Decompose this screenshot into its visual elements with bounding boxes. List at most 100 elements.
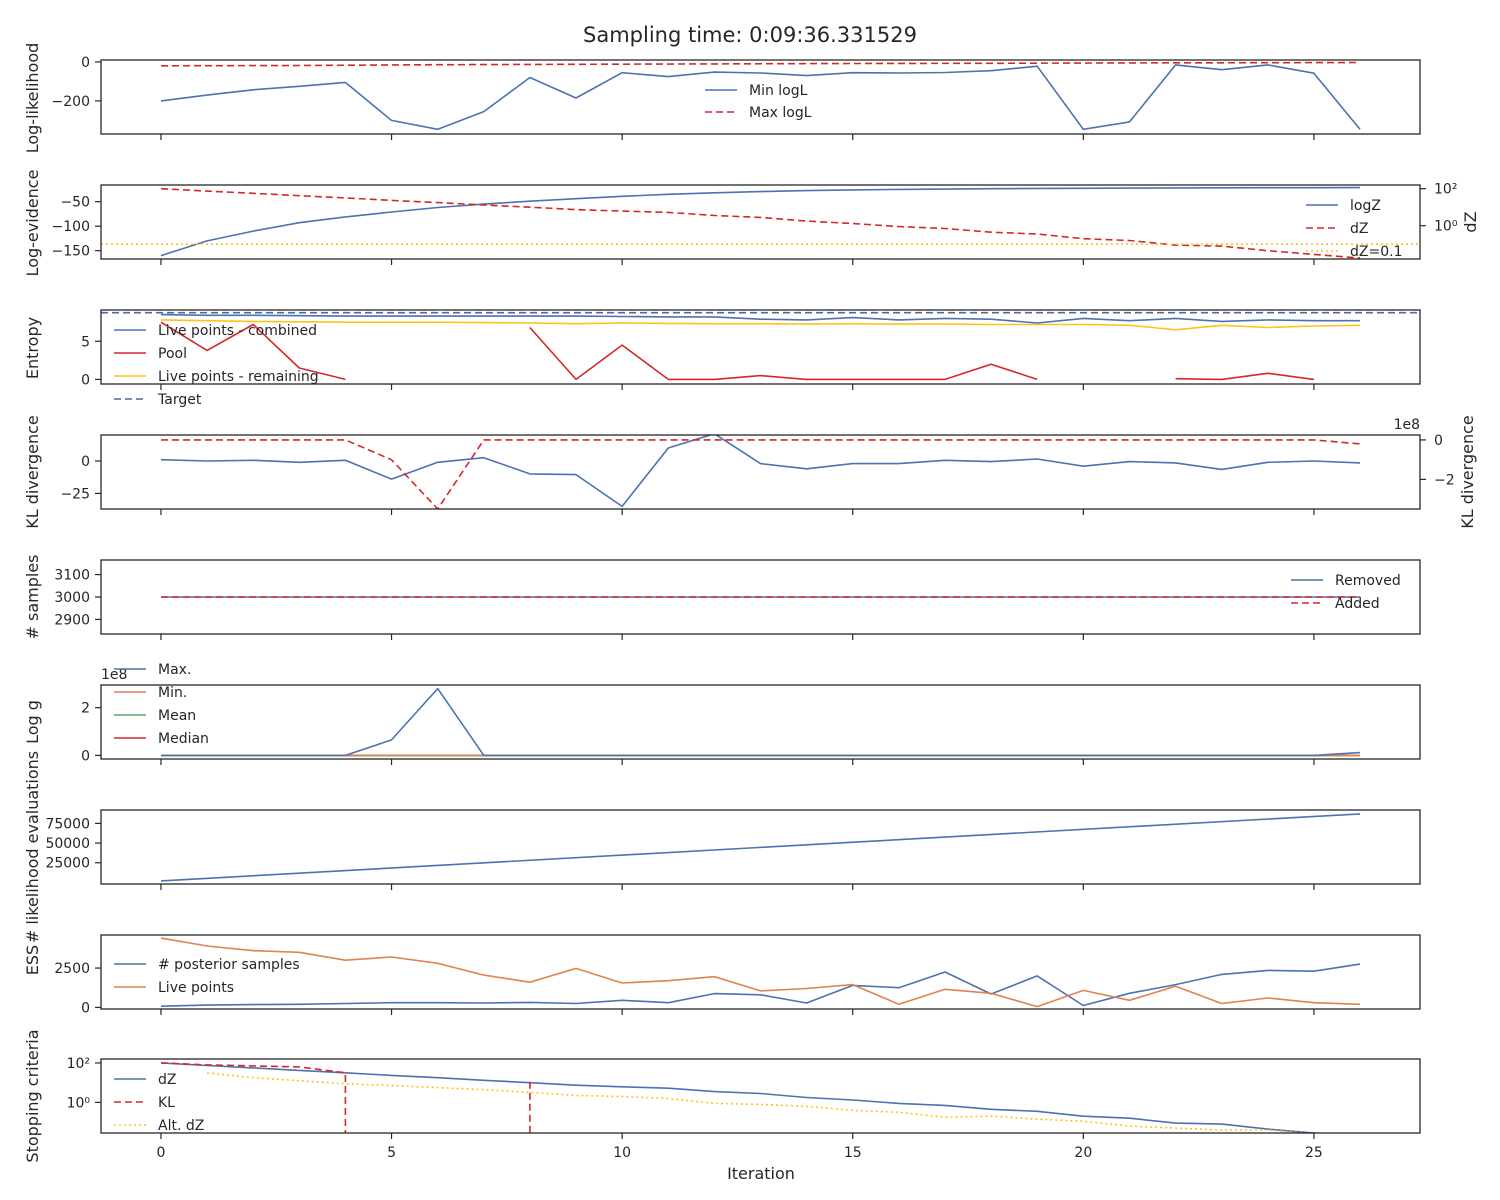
y-right-axis-label: dZ (1461, 211, 1480, 232)
series-group (101, 311, 1420, 381)
series-0-line (160, 813, 1361, 882)
figure-title: Sampling time: 0:09:36.331529 (583, 23, 917, 47)
max-line (161, 687, 1361, 757)
legend: dZ KL Alt. dZ (114, 1072, 204, 1134)
y-tick-label: 25000 (45, 856, 90, 872)
axes-frame (100, 1058, 1421, 1134)
series-1-line (161, 439, 1361, 509)
series-0-line (160, 435, 1361, 508)
series-group (160, 435, 1361, 509)
max-logl-line (160, 61, 1361, 67)
legend-label: Median (158, 731, 209, 747)
y-right-tick-label: −2 (1434, 472, 1455, 488)
legend: Min logL Max logL (705, 83, 812, 121)
x-tick-label: 25 (1305, 1145, 1323, 1161)
y-tick-label: −100 (52, 219, 90, 235)
series-group (160, 1062, 1324, 1133)
legend-label: Added (1335, 596, 1380, 612)
x-tick-label: 20 (1074, 1145, 1092, 1161)
series-group (160, 937, 1361, 1008)
y-right-offset-text: 1e8 (1394, 417, 1420, 433)
y-tick-label: −150 (52, 244, 90, 260)
axes-frame (100, 59, 1421, 135)
y-axis-label: KL divergence (23, 415, 42, 528)
axes-frame (100, 434, 1421, 510)
axes-frame (100, 934, 1421, 1010)
legend-label: dZ=0.1 (1350, 244, 1402, 260)
dz-line (160, 187, 1361, 259)
live-points-combined-line (160, 313, 1360, 324)
subplot-0: 0 −200 Log-likelihood Min logL Max logL (23, 43, 1421, 153)
subplot-7: 2500 0 ESS # posterior samples Live points (23, 934, 1421, 1016)
y-tick-label: −50 (60, 195, 90, 211)
y-tick-label: 0 (81, 55, 90, 71)
y-tick-label: 2500 (54, 961, 90, 977)
y-tick-label: 75000 (45, 816, 90, 832)
y-tick-label: 10² (67, 1056, 90, 1072)
y-tick-label: 0 (81, 372, 90, 388)
y-tick-label: 5 (81, 334, 90, 350)
legend: logZ dZ dZ=0.1 (1306, 198, 1402, 260)
legend: Max. Min. Mean Median (114, 662, 209, 747)
y-axis-label: Log g (23, 700, 42, 744)
y-right-axis-label: KL divergence (1458, 415, 1477, 528)
y-tick-label: 2 (81, 701, 90, 717)
y-offset-text: 1e8 (101, 667, 127, 683)
series-group (101, 186, 1420, 259)
y-tick-label: 0 (81, 454, 90, 470)
axes-frame (100, 184, 1421, 260)
y-axis-label: Stopping criteria (23, 1029, 42, 1162)
axes-frame (100, 809, 1421, 885)
y-axis-label: Log-evidence (23, 170, 42, 277)
axes-frame (100, 684, 1421, 760)
live-points-remaining-line (160, 319, 1361, 331)
axes-frame (100, 309, 1421, 385)
logz-line (160, 186, 1361, 257)
y-right-tick-label: 10⁰ (1434, 219, 1458, 235)
subplot-4: 3100 3000 2900 # samples Removed Added (23, 555, 1421, 640)
dz-line (160, 1062, 1324, 1133)
subplot-1: −50 −100 −150 10² 10⁰ Log-evidence dZ logZ dZ dZ=… (23, 170, 1480, 277)
legend-label: Max. (158, 662, 191, 678)
legend-label: Target (157, 392, 202, 408)
legend-label: Pool (158, 346, 187, 362)
y-tick-label: 50000 (45, 836, 90, 852)
subplot-8: 0 5 10 15 20 25 10² 10⁰ Stopping criteria dZ KL Alt… (23, 1029, 1421, 1163)
y-axis-label: # samples (23, 555, 42, 640)
subplot-3: 0 −25 0 −2 1e8 KL divergence KL divergence (23, 415, 1477, 528)
x-tick-label: 10 (613, 1145, 631, 1161)
y-right-tick-label: 0 (1434, 433, 1443, 449)
y-axis-label: ESS (23, 945, 42, 975)
y-axis-label: # likelihood evaluations (23, 751, 42, 943)
y-right-tick-label: 10² (1434, 182, 1457, 198)
legend-label: Alt. dZ (158, 1118, 204, 1134)
y-tick-label: 3100 (54, 568, 90, 584)
legend-label: Max logL (749, 105, 812, 121)
x-tick-label: 15 (844, 1145, 862, 1161)
legend-label: Mean (158, 708, 196, 724)
subplot-5: 2 0 1e8 Log g Max. Min. Mean Median (23, 662, 1421, 765)
y-tick-label: −25 (60, 486, 90, 502)
legend-label: Min logL (749, 83, 808, 99)
legend-label: dZ (1350, 221, 1368, 237)
legend-label: KL (158, 1095, 175, 1111)
legend-label: Live points (158, 980, 234, 996)
y-axis-label: Entropy (23, 317, 42, 379)
x-tick-label: 5 (387, 1145, 396, 1161)
legend-label: dZ (158, 1072, 176, 1088)
y-tick-label: 10⁰ (67, 1095, 91, 1111)
series-group (160, 813, 1361, 882)
series-group (161, 687, 1361, 757)
legend-label: logZ (1350, 198, 1381, 214)
legend-label: Live points - combined (158, 323, 317, 339)
legend: # posterior samples Live points (114, 957, 300, 996)
subplot-6: 75000 50000 25000# likelihood evaluations (23, 751, 1421, 943)
y-tick-label: 3000 (54, 590, 90, 606)
legend: Live points - combined Pool Live points - … (114, 323, 319, 408)
kl-line (160, 1062, 531, 1133)
legend: Removed Added (1291, 573, 1401, 612)
legend-label: Live points - remaining (158, 369, 319, 385)
